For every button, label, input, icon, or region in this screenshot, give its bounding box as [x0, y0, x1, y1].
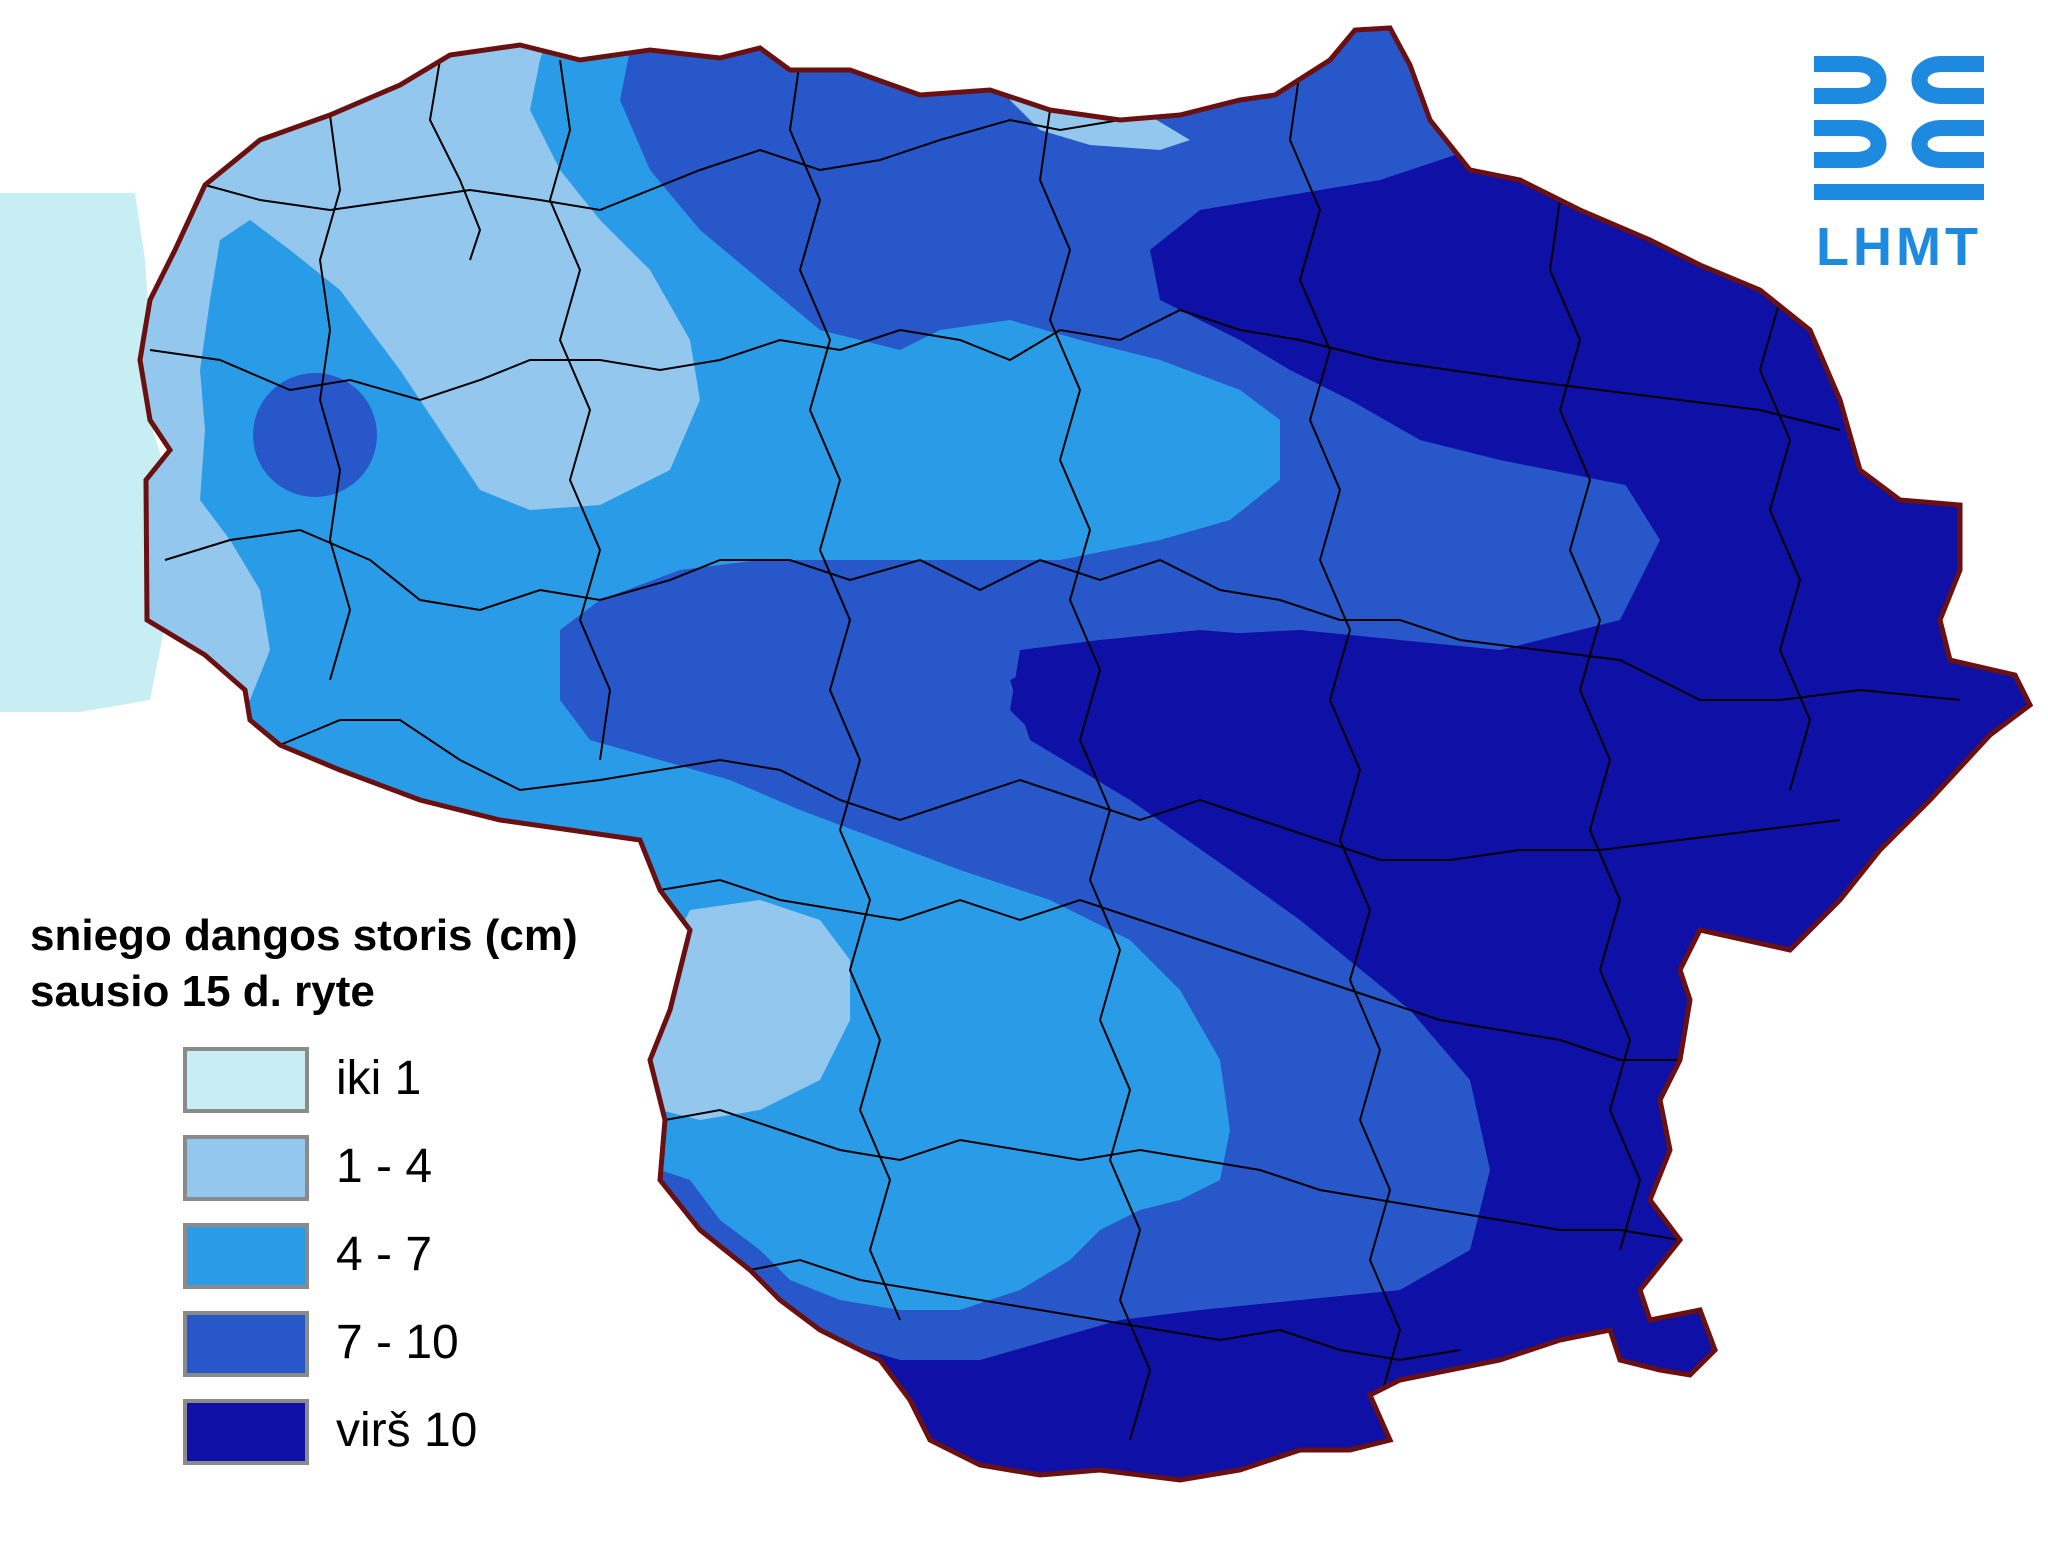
- legend-title: sniego dangos storis (cm) sausio 15 d. r…: [30, 908, 578, 1020]
- legend-swatch: [183, 1135, 309, 1201]
- sea-area: [0, 193, 180, 712]
- legend-label: iki 1: [336, 1052, 422, 1105]
- legend-swatch: [183, 1311, 309, 1377]
- legend-title-line-1: sniego dangos storis (cm): [30, 911, 578, 960]
- zone-7-10-west-spot: [253, 373, 377, 497]
- lhmt-logo: LHMT: [1806, 56, 1992, 277]
- legend-swatch: [183, 1399, 309, 1465]
- logo-text: LHMT: [1816, 217, 1982, 277]
- zone-7-10-north-lobe: [640, 60, 1020, 240]
- legend-label: 1 - 4: [336, 1140, 433, 1193]
- legend-title-line-2: sausio 15 d. ryte: [30, 967, 375, 1016]
- legend-swatch: [183, 1047, 309, 1113]
- legend-label: 4 - 7: [336, 1228, 433, 1281]
- zone-over-10-east-lobe: [1160, 210, 1830, 500]
- zone-over-10-central-tongue: [1010, 630, 1720, 990]
- legend-label: virš 10: [336, 1404, 478, 1457]
- lhmt-waves-logo-icon: [1814, 56, 1984, 200]
- district-boundaries: [149, 59, 1961, 1441]
- legend-label: 7 - 10: [336, 1316, 459, 1369]
- zone-1-4: [140, 28, 1190, 1120]
- legend-swatch: [183, 1223, 309, 1289]
